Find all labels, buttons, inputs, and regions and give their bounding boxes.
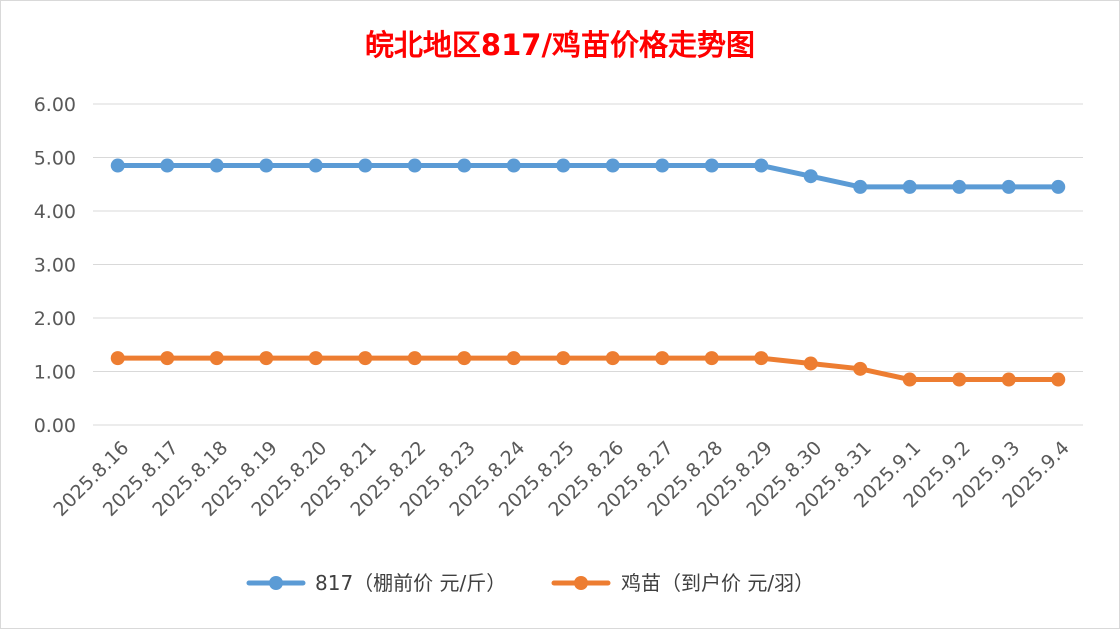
data-point — [952, 179, 967, 194]
series-line — [115, 355, 1061, 383]
y-tick-label: 0.00 — [34, 415, 76, 437]
legend-item: 鸡苗（到户价 元/羽） — [551, 571, 814, 595]
data-point — [506, 158, 521, 173]
data-point — [160, 351, 175, 366]
data-point — [704, 351, 719, 366]
data-point — [655, 351, 670, 366]
data-point — [902, 372, 917, 387]
grid-lines — [93, 103, 1083, 426]
y-axis-ticks: 0.00 1.00 2.00 3.00 4.00 5.00 6.00 — [34, 94, 76, 437]
x-axis-ticks: 2025.8.162025.8.172025.8.182025.8.192025… — [49, 437, 1073, 521]
data-point — [952, 372, 967, 387]
data-point — [655, 158, 670, 173]
data-point — [605, 351, 620, 366]
data-point — [259, 158, 274, 173]
data-point — [110, 351, 125, 366]
data-point — [457, 351, 472, 366]
legend: 817（棚前价 元/斤） 鸡苗（到户价 元/羽） — [246, 571, 814, 595]
legend-swatch-marker — [269, 576, 283, 590]
data-point — [1051, 179, 1066, 194]
data-point — [506, 351, 521, 366]
y-tick-label: 6.00 — [34, 94, 76, 116]
data-point — [259, 351, 274, 366]
data-point — [407, 158, 422, 173]
data-point — [407, 351, 422, 366]
series-layer — [110, 158, 1066, 387]
data-point — [358, 351, 373, 366]
y-tick-label: 5.00 — [34, 148, 76, 170]
data-point — [556, 351, 571, 366]
data-point — [209, 158, 224, 173]
y-tick-label: 2.00 — [34, 308, 76, 330]
legend-swatch-marker — [574, 576, 588, 590]
data-point — [1001, 372, 1016, 387]
data-point — [853, 179, 868, 194]
data-point — [704, 158, 719, 173]
series-1 — [110, 158, 1066, 194]
data-point — [853, 361, 868, 376]
data-point — [803, 169, 818, 184]
data-point — [110, 158, 125, 173]
data-point — [308, 351, 323, 366]
y-tick-label: 1.00 — [34, 362, 76, 384]
y-tick-label: 3.00 — [34, 255, 76, 277]
series-2 — [110, 351, 1066, 387]
data-point — [457, 158, 472, 173]
series-line — [115, 163, 1061, 190]
data-point — [1051, 372, 1066, 387]
data-point — [209, 351, 224, 366]
legend-item: 817（棚前价 元/斤） — [246, 571, 506, 595]
data-point — [1001, 179, 1016, 194]
legend-label: 鸡苗（到户价 元/羽） — [621, 571, 814, 595]
data-point — [556, 158, 571, 173]
legend-label: 817（棚前价 元/斤） — [315, 571, 506, 595]
data-point — [754, 351, 769, 366]
data-point — [803, 356, 818, 371]
data-point — [358, 158, 373, 173]
chart-title: 皖北地区817/鸡苗价格走势图 — [365, 28, 755, 62]
y-tick-label: 4.00 — [34, 201, 76, 223]
data-point — [902, 179, 917, 194]
data-point — [754, 158, 769, 173]
data-point — [605, 158, 620, 173]
data-point — [308, 158, 323, 173]
data-point — [160, 158, 175, 173]
